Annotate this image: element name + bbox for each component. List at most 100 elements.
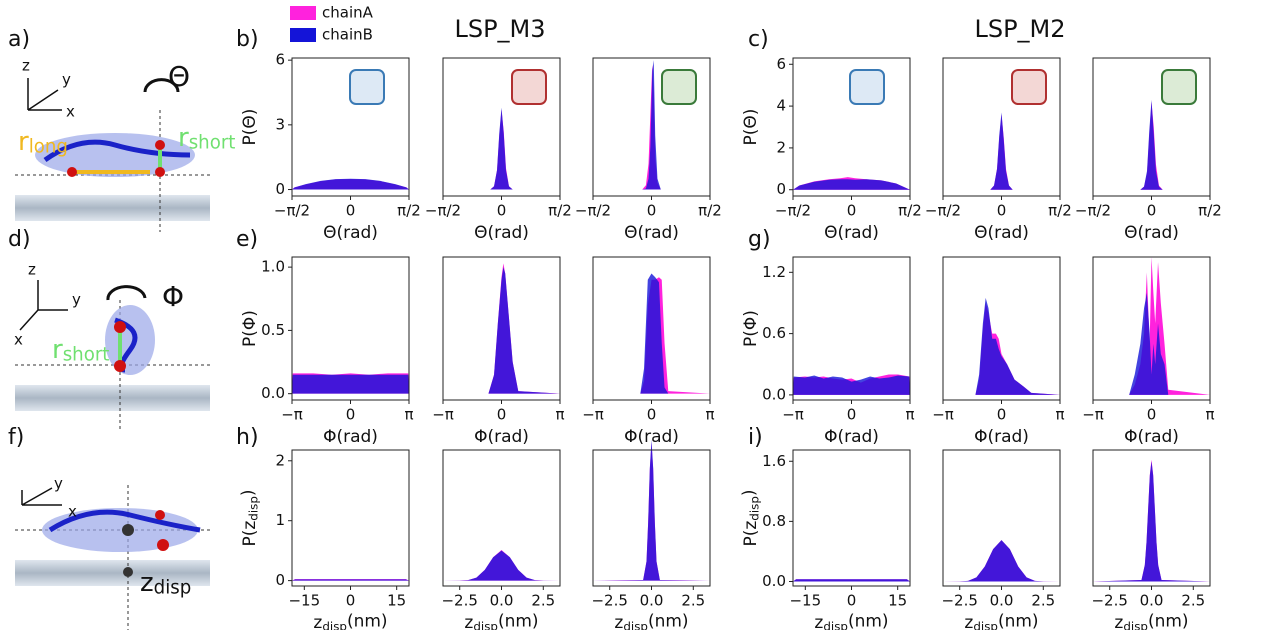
x-tick-label: 2.5 bbox=[531, 592, 555, 610]
area bbox=[443, 107, 560, 190]
area bbox=[943, 112, 1060, 190]
x-tick-label: π/2 bbox=[898, 202, 922, 220]
y-axis-label: P(Φ) bbox=[240, 310, 260, 347]
x-tick-label: 0.0 bbox=[640, 592, 664, 610]
area bbox=[1093, 461, 1210, 582]
x-axis-label-part: (nm) bbox=[347, 611, 388, 630]
x-tick-label: π bbox=[1205, 406, 1214, 424]
x-tick-label: π bbox=[404, 406, 413, 424]
x-tick-label: −2.5 bbox=[441, 592, 477, 610]
x-tick-label: π/2 bbox=[397, 202, 421, 220]
panel-label: a) bbox=[8, 27, 30, 52]
x-tick-label: 2.5 bbox=[1181, 592, 1205, 610]
x-tick-label: −π bbox=[1082, 406, 1104, 424]
panel-label: c) bbox=[748, 27, 769, 52]
panel-label: f) bbox=[8, 425, 24, 450]
x-tick-label: π bbox=[1055, 406, 1064, 424]
area bbox=[443, 550, 560, 581]
x-tick-label: 0 bbox=[497, 202, 507, 220]
area bbox=[292, 178, 409, 190]
x-axis-label: Φ(rad) bbox=[624, 427, 679, 447]
x-axis-label: Θ(rad) bbox=[624, 223, 679, 243]
x-axis-label-part: Φ(rad) bbox=[974, 427, 1029, 447]
x-tick-label: π/2 bbox=[1048, 202, 1072, 220]
y-tick-label: 2 bbox=[275, 451, 285, 469]
y-tick-label: 6 bbox=[275, 51, 285, 69]
y-axis-label-part: P(z bbox=[240, 521, 260, 547]
x-tick-label: π/2 bbox=[548, 202, 572, 220]
x-tick-label: 0.0 bbox=[490, 592, 514, 610]
vector-label: zdisp bbox=[140, 568, 191, 599]
x-tick-label: −π bbox=[582, 406, 604, 424]
area bbox=[292, 374, 409, 394]
x-axis-label: Φ(rad) bbox=[323, 427, 378, 447]
x-tick-label: 2.5 bbox=[681, 592, 705, 610]
axis-letter: x bbox=[66, 103, 75, 121]
x-axis-label: zdisp(nm) bbox=[614, 611, 688, 630]
x-tick-label: 0 bbox=[1147, 406, 1157, 424]
x-tick-label: 0 bbox=[497, 406, 507, 424]
area bbox=[292, 579, 409, 581]
x-tick-label: π bbox=[705, 406, 714, 424]
x-axis-label: Φ(rad) bbox=[824, 427, 879, 447]
y-tick-label: 0.6 bbox=[762, 324, 786, 342]
axis-letter: x bbox=[68, 503, 77, 521]
x-tick-label: 0 bbox=[997, 202, 1007, 220]
y-tick-label: 0 bbox=[275, 571, 285, 589]
x-axis-label-part: z bbox=[464, 613, 473, 630]
y-tick-label: 6 bbox=[776, 55, 786, 73]
x-axis-label-part: Φ(rad) bbox=[824, 427, 879, 447]
x-axis-label-part: z bbox=[614, 613, 623, 630]
x-axis-label: Φ(rad) bbox=[974, 427, 1029, 447]
x-tick-label: −15 bbox=[789, 592, 821, 610]
x-tick-label: π bbox=[555, 406, 564, 424]
panel-label: d) bbox=[8, 227, 31, 252]
x-axis-label-part: z bbox=[1114, 613, 1123, 630]
y-tick-label: 1.6 bbox=[762, 452, 786, 470]
y-axis-label: P(zdisp) bbox=[238, 489, 260, 546]
panel-label: e) bbox=[236, 227, 258, 252]
y-axis-label-part: disp bbox=[246, 496, 260, 521]
x-axis-label-part: disp bbox=[973, 619, 998, 630]
x-tick-label: −π/2 bbox=[775, 202, 811, 220]
y-axis-label-part: P(Φ) bbox=[240, 310, 260, 347]
x-tick-label: 0.0 bbox=[1140, 592, 1164, 610]
x-tick-label: −2.5 bbox=[1091, 592, 1127, 610]
vector-label-part: r bbox=[18, 127, 29, 157]
x-axis-label-part: Θ(rad) bbox=[624, 223, 679, 243]
x-tick-label: π/2 bbox=[698, 202, 722, 220]
x-axis-label-part: z bbox=[964, 613, 973, 630]
x-axis-label-part: disp bbox=[623, 619, 648, 630]
x-tick-label: −π/2 bbox=[425, 202, 461, 220]
x-tick-label: 0 bbox=[346, 592, 356, 610]
area bbox=[793, 179, 910, 190]
x-tick-label: 0 bbox=[346, 406, 356, 424]
insets bbox=[349, 69, 1197, 105]
title: LSP_M3 bbox=[454, 15, 545, 43]
x-tick-label: 0 bbox=[346, 202, 356, 220]
x-tick-label: −π/2 bbox=[925, 202, 961, 220]
x-axis-label-part: (nm) bbox=[498, 611, 539, 630]
y-axis-label-part: P(Φ) bbox=[741, 310, 761, 347]
vector-label-part: short bbox=[189, 132, 236, 153]
x-axis-label-part: Θ(rad) bbox=[974, 223, 1029, 243]
x-axis-label: zdisp(nm) bbox=[964, 611, 1038, 630]
y-axis-label-part: ) bbox=[739, 489, 759, 496]
y-axis-label: P(Θ) bbox=[240, 109, 260, 146]
x-axis-label-part: Φ(rad) bbox=[474, 427, 529, 447]
x-tick-label: 0 bbox=[647, 202, 657, 220]
x-axis-label: Φ(rad) bbox=[1124, 427, 1179, 447]
x-axis-label: Θ(rad) bbox=[824, 223, 879, 243]
y-tick-label: 0 bbox=[275, 180, 285, 198]
y-tick-label: 3 bbox=[275, 115, 285, 133]
area bbox=[593, 273, 710, 394]
x-axis-label: Θ(rad) bbox=[974, 223, 1029, 243]
x-tick-label: 0 bbox=[847, 406, 857, 424]
x-tick-label: 0 bbox=[847, 202, 857, 220]
panel-label: g) bbox=[748, 227, 771, 252]
x-tick-label: −π bbox=[782, 406, 804, 424]
area bbox=[443, 267, 560, 394]
x-axis-label: Θ(rad) bbox=[323, 223, 378, 243]
x-axis-label-part: (nm) bbox=[648, 611, 689, 630]
